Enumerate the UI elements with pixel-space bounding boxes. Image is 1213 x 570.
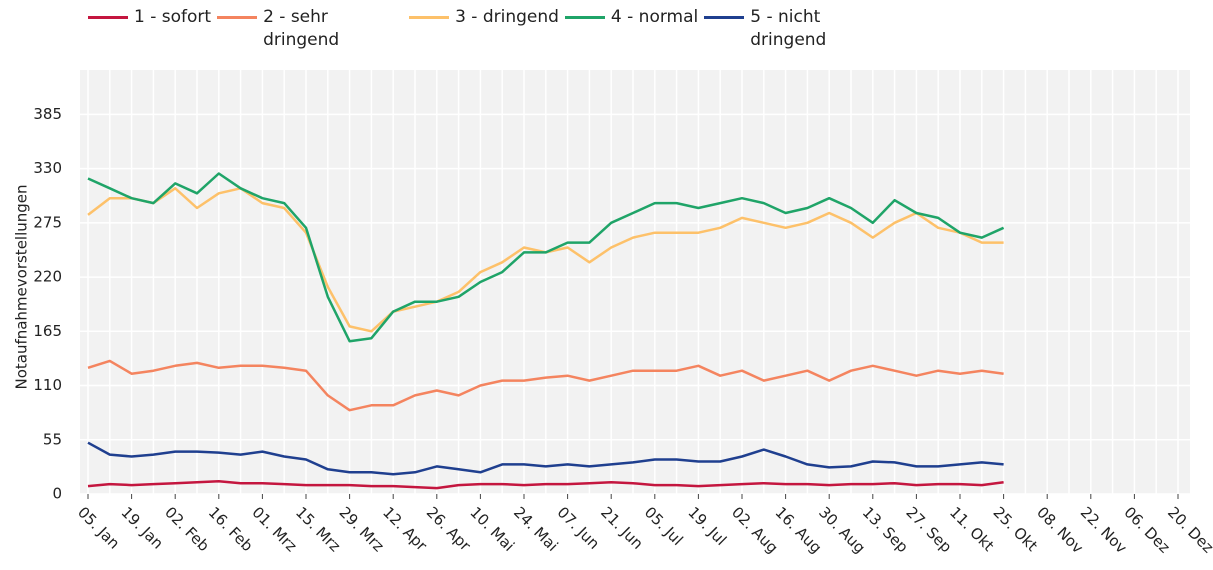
legend-item[interactable]: 3 - dringend xyxy=(409,6,559,62)
legend-label: 4 - normal xyxy=(610,7,699,27)
legend-label: 1 - sofort xyxy=(134,7,212,27)
y-axis-title: Notaufnahmevorstellungen xyxy=(13,184,31,389)
x-tick-label: 11. Okt xyxy=(946,503,998,555)
legend-item[interactable]: 4 - normal xyxy=(564,6,699,62)
legend-swatch xyxy=(564,16,605,19)
y-tick-label: 220 xyxy=(33,268,62,286)
y-tick-label: 55 xyxy=(43,430,62,448)
legend-item[interactable]: 2 - sehr dringend xyxy=(217,6,403,62)
x-tick-label: 15. Mrz xyxy=(292,503,344,555)
y-tick-label: 275 xyxy=(33,213,62,231)
series-line xyxy=(87,359,1004,412)
y-tick-label: 330 xyxy=(33,159,62,177)
x-tick-label: 24. Mai xyxy=(510,503,562,555)
y-tick-label: 0 xyxy=(52,485,62,503)
legend: 1 - sofort 2 - sehr dringend 3 - dringend 4… xyxy=(88,6,896,62)
series-line xyxy=(87,441,1004,476)
series-line xyxy=(87,479,1004,490)
legend-item[interactable]: 1 - sofort xyxy=(88,6,211,62)
x-tick-label: 19. Jul xyxy=(684,503,730,549)
x-tick-label: 16. Aug xyxy=(772,503,826,557)
x-tick-label: 05. Jul xyxy=(641,503,687,549)
x-tick-label: 21. Jun xyxy=(597,503,647,553)
plot-background xyxy=(80,70,1190,494)
x-tick-label: 02. Feb xyxy=(161,503,213,555)
x-tick-label: 16. Feb xyxy=(205,503,257,555)
x-tick-label: 12. Apr xyxy=(379,503,431,555)
legend-swatch xyxy=(409,16,450,19)
y-tick-label: 165 xyxy=(33,322,62,340)
legend-item[interactable]: 5 - nicht dringend xyxy=(704,6,890,62)
x-tick-label: 29. Mrz xyxy=(336,503,388,555)
legend-swatch xyxy=(88,16,128,19)
x-tick-label: 02. Aug xyxy=(728,503,782,557)
x-tick-label: 08. Nov xyxy=(1033,503,1087,557)
x-tick-label: 26. Apr xyxy=(423,503,475,555)
x-tick-label: 01. Mrz xyxy=(248,503,300,555)
x-tick-label: 10. Mai xyxy=(466,503,518,555)
x-tick-label: 07. Jun xyxy=(554,503,604,553)
y-tick-label: 110 xyxy=(33,376,62,394)
legend-label: 2 - sehr dringend xyxy=(263,7,340,50)
x-tick-label: 30. Aug xyxy=(815,503,869,557)
x-tick-label: 25. Okt xyxy=(990,503,1042,555)
legend-label: 3 - dringend xyxy=(455,7,559,27)
legend-swatch xyxy=(217,16,258,19)
x-tick-label: 06. Dez xyxy=(1120,503,1173,556)
legend-swatch xyxy=(704,16,745,19)
y-tick-label: 385 xyxy=(33,105,62,123)
x-tick-label: 22. Nov xyxy=(1077,503,1131,557)
legend-label: 5 - nicht dringend xyxy=(750,7,827,50)
x-tick-label: 27. Sep xyxy=(902,503,955,556)
x-tick-label: 05. Jan xyxy=(74,503,123,552)
x-tick-label: 19. Jan xyxy=(118,503,167,552)
x-tick-label: 13. Sep xyxy=(859,503,912,556)
x-tick-label: 20. Dez xyxy=(1164,503,1213,556)
series-line xyxy=(87,172,1005,343)
